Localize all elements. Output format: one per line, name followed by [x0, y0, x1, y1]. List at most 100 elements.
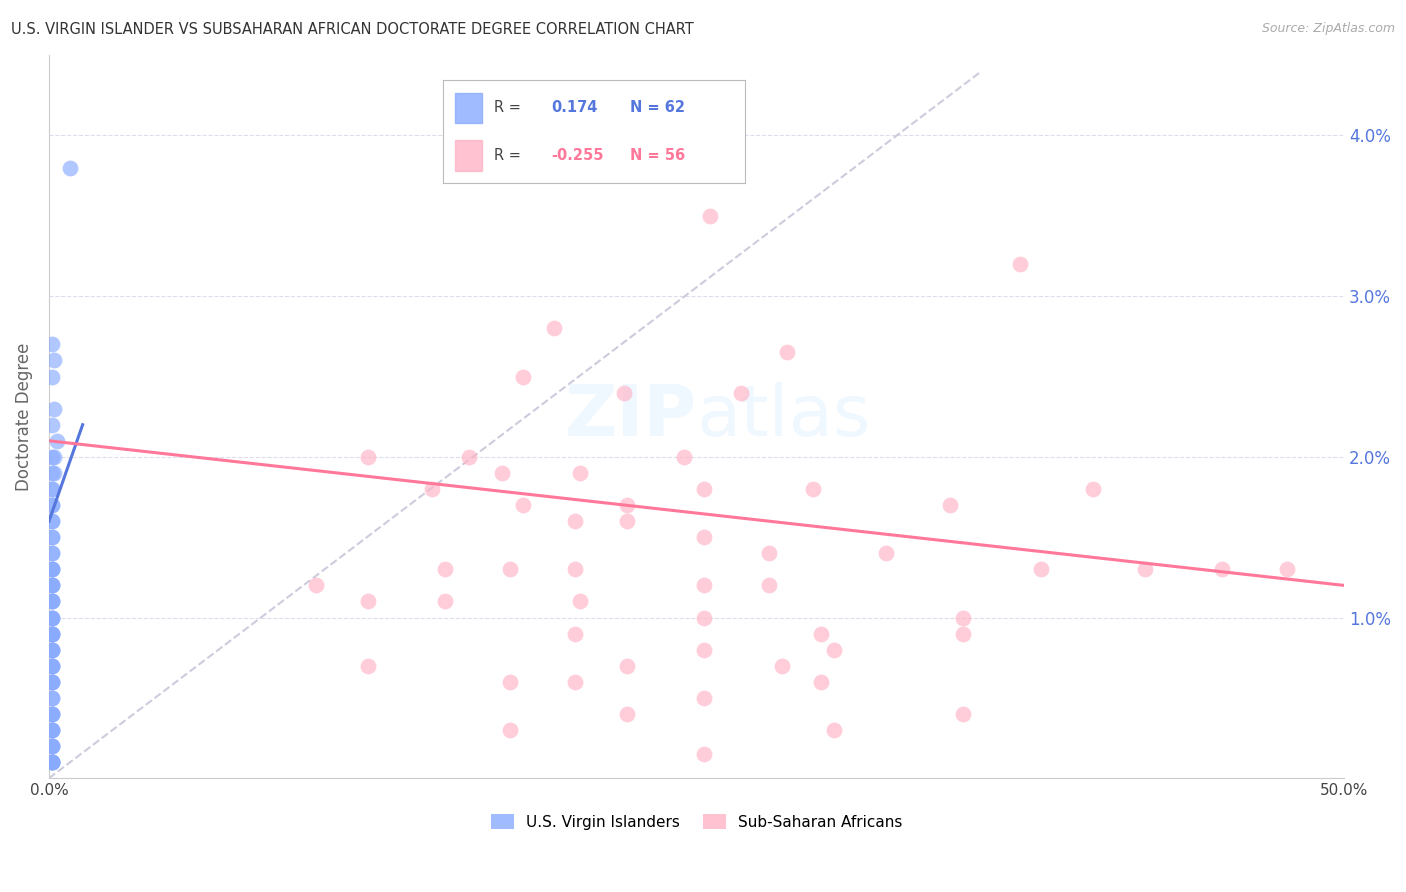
Point — [41, 514, 63, 528]
Point — [512, 369, 534, 384]
Point — [41, 546, 63, 560]
Point — [499, 723, 522, 737]
Point — [41, 578, 63, 592]
Point — [41, 642, 63, 657]
Text: R =: R = — [495, 101, 522, 115]
Point — [41, 530, 63, 544]
Point — [41, 642, 63, 657]
Point — [41, 658, 63, 673]
Point — [499, 674, 522, 689]
Text: N = 56: N = 56 — [630, 148, 686, 162]
Legend: U.S. Virgin Islanders, Sub-Saharan Africans: U.S. Virgin Islanders, Sub-Saharan Afric… — [485, 807, 908, 836]
Text: Source: ZipAtlas.com: Source: ZipAtlas.com — [1261, 22, 1395, 36]
Point — [41, 610, 63, 624]
Point — [1081, 482, 1104, 496]
Point — [41, 562, 63, 576]
Point — [693, 482, 716, 496]
Point — [434, 594, 457, 608]
Point — [41, 723, 63, 737]
Point — [512, 498, 534, 512]
Point — [41, 674, 63, 689]
Point — [41, 690, 63, 705]
Point — [41, 755, 63, 769]
Point — [952, 626, 974, 640]
Point — [41, 498, 63, 512]
Point — [672, 450, 695, 464]
Point — [41, 594, 63, 608]
Point — [41, 658, 63, 673]
Point — [693, 690, 716, 705]
Point — [41, 578, 63, 592]
Point — [41, 578, 63, 592]
Bar — [456, 140, 482, 170]
Point — [41, 626, 63, 640]
Point — [44, 401, 66, 416]
Point — [616, 706, 638, 721]
Point — [41, 674, 63, 689]
Point — [41, 466, 63, 480]
Point — [952, 610, 974, 624]
Y-axis label: Doctorate Degree: Doctorate Degree — [15, 343, 32, 491]
Point — [41, 530, 63, 544]
Point — [41, 674, 63, 689]
Point — [693, 530, 716, 544]
Text: R =: R = — [495, 148, 522, 162]
Point — [41, 739, 63, 753]
Point — [875, 546, 897, 560]
Point — [1275, 562, 1298, 576]
Point — [1010, 257, 1032, 271]
Point — [41, 706, 63, 721]
Text: ZIP: ZIP — [564, 382, 696, 451]
Point — [730, 385, 752, 400]
Point — [41, 739, 63, 753]
Point — [41, 482, 63, 496]
Point — [41, 626, 63, 640]
Point — [44, 450, 66, 464]
Point — [41, 658, 63, 673]
Point — [41, 594, 63, 608]
Point — [693, 642, 716, 657]
Point — [41, 562, 63, 576]
Point — [41, 450, 63, 464]
Point — [420, 482, 443, 496]
Point — [1029, 562, 1052, 576]
Point — [41, 369, 63, 384]
Point — [770, 658, 793, 673]
Point — [1211, 562, 1233, 576]
Point — [613, 385, 636, 400]
Point — [41, 626, 63, 640]
Point — [41, 417, 63, 432]
Point — [41, 706, 63, 721]
Point — [41, 546, 63, 560]
Point — [41, 562, 63, 576]
Point — [569, 594, 592, 608]
Point — [810, 626, 832, 640]
Point — [41, 610, 63, 624]
Point — [499, 562, 522, 576]
Text: 0.174: 0.174 — [551, 101, 598, 115]
Point — [939, 498, 962, 512]
Point — [823, 642, 845, 657]
Point — [457, 450, 479, 464]
Point — [434, 562, 457, 576]
Point — [952, 706, 974, 721]
Point — [616, 514, 638, 528]
Point — [693, 610, 716, 624]
Point — [356, 450, 378, 464]
Point — [810, 674, 832, 689]
Point — [543, 321, 565, 335]
Point — [41, 755, 63, 769]
Point — [41, 690, 63, 705]
Point — [569, 466, 592, 480]
Point — [1133, 562, 1156, 576]
Point — [41, 337, 63, 351]
Point — [41, 723, 63, 737]
Point — [41, 610, 63, 624]
Point — [41, 706, 63, 721]
Text: -0.255: -0.255 — [551, 148, 605, 162]
Point — [491, 466, 513, 480]
Bar — [456, 93, 482, 123]
Point — [693, 747, 716, 761]
Text: N = 62: N = 62 — [630, 101, 685, 115]
Point — [801, 482, 824, 496]
